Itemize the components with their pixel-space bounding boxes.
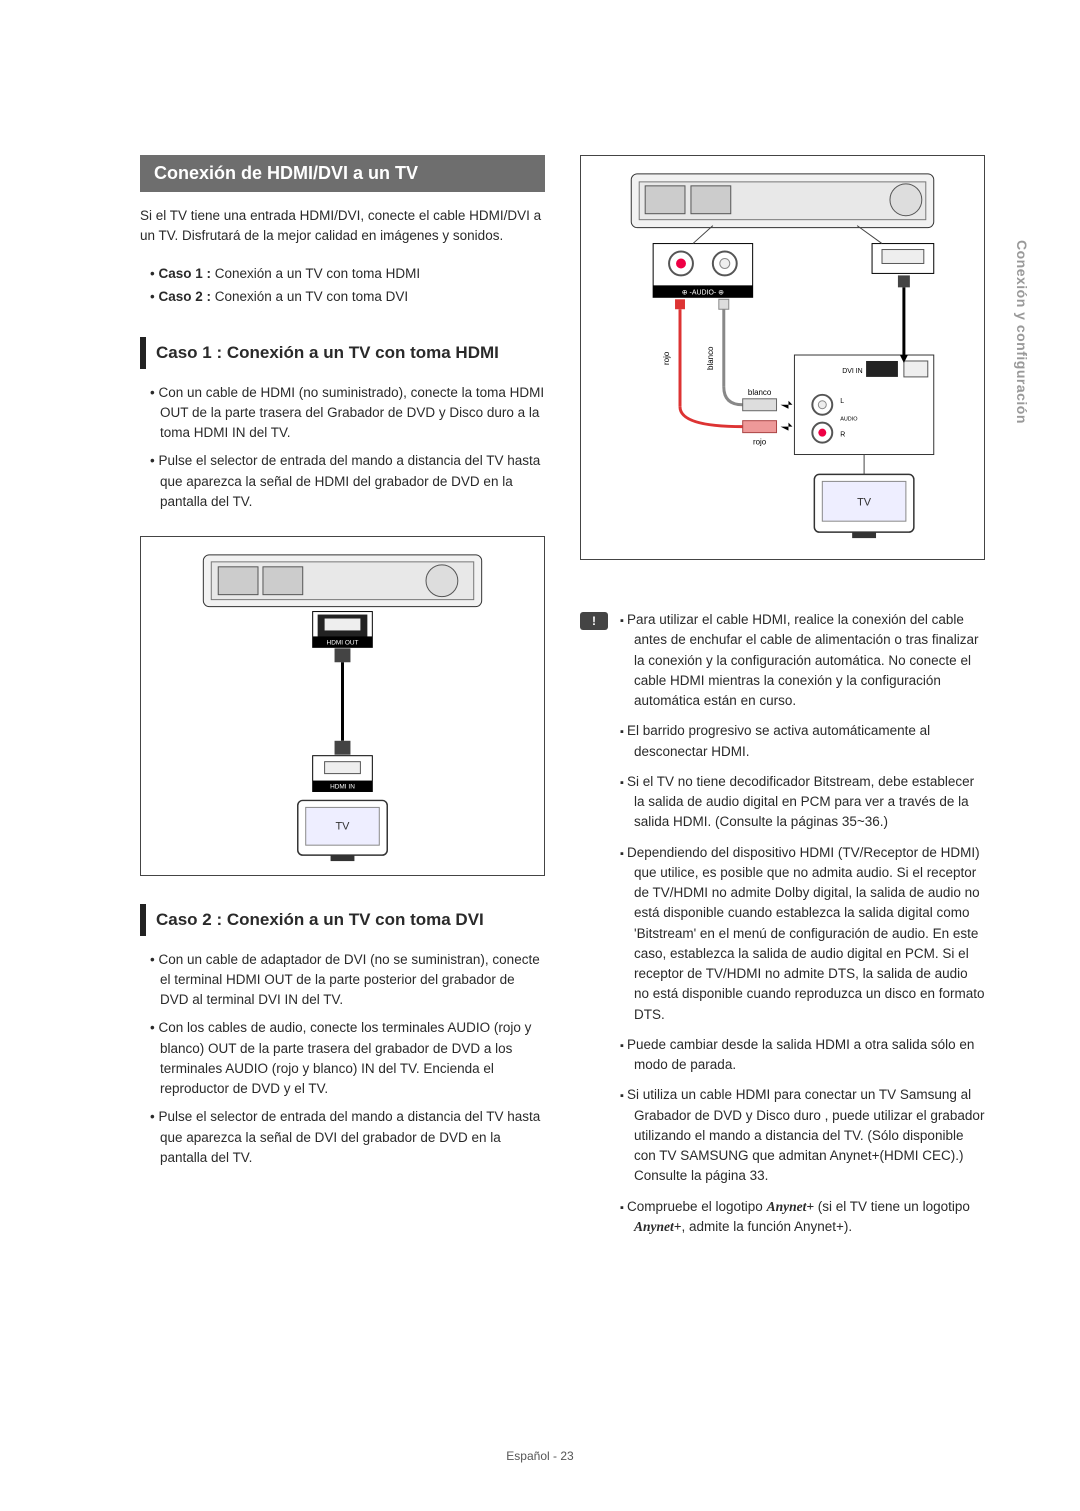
case2-bullets: Con un cable de adaptador de DVI (no se … [140,950,545,1169]
case-summary-list: Caso 1 : Conexión a un TV con toma HDMI … [140,263,545,309]
side-tab: Conexión y configuración [1014,240,1030,424]
left-column: Conexión de HDMI/DVI a un TV Si el TV ti… [140,155,545,1247]
list-item: Con un cable de HDMI (no suministrado), … [150,383,545,444]
svg-text:rojo: rojo [662,351,671,365]
list-item: Con los cables de audio, conecte los ter… [150,1018,545,1099]
svg-text:TV: TV [857,496,872,508]
intro-text: Si el TV tiene una entrada HDMI/DVI, con… [140,206,545,245]
list-item: Pulse el selector de entrada del mando a… [150,451,545,512]
list-item: Pulse el selector de entrada del mando a… [150,1107,545,1168]
svg-text:⊕ -AUDIO- ⊕: ⊕ -AUDIO- ⊕ [682,289,724,296]
svg-text:blanco: blanco [748,388,772,397]
svg-text:AUDIO: AUDIO [840,417,857,423]
svg-text:TV: TV [336,820,351,832]
anynet-logo: Anynet+ [767,1199,814,1214]
note-icon: ! [580,612,608,630]
case2-heading: Caso 2 : Conexión a un TV con toma DVI [140,904,545,936]
svg-text:blanco: blanco [706,346,715,370]
anynet-logo: Anynet+ [634,1219,681,1234]
right-column: ⊕ -AUDIO- ⊕ rojo blanco blanco ro [580,155,985,1247]
note-item: Para utilizar el cable HDMI, realice la … [620,610,985,711]
case1-bullets: Con un cable de HDMI (no suministrado), … [140,383,545,513]
note-text: , admite la función Anynet+). [681,1219,852,1234]
case-label: Caso 2 : [158,289,211,304]
notes-list: ! Para utilizar el cable HDMI, realice l… [580,610,985,1237]
list-item: Caso 2 : Conexión a un TV con toma DVI [150,286,545,309]
note-text: Compruebe el logotipo [627,1199,767,1214]
section-title: Conexión de HDMI/DVI a un TV [140,155,545,192]
note-item: Si el TV no tiene decodificador Bitstrea… [620,772,985,833]
note-item: Puede cambiar desde la salida HDMI a otr… [620,1035,985,1076]
page-footer: Español - 23 [0,1449,1080,1463]
note-item: El barrido progresivo se activa automáti… [620,721,985,762]
case-text: Conexión a un TV con toma HDMI [211,266,420,281]
svg-text:R: R [840,432,845,439]
svg-text:DVI IN: DVI IN [842,368,862,375]
list-item: Caso 1 : Conexión a un TV con toma HDMI [150,263,545,286]
note-item: Dependiendo del dispositivo HDMI (TV/Rec… [620,843,985,1025]
svg-text:L: L [840,398,844,405]
diagram-case1: HDMI OUT HDMI IN TV [140,536,545,876]
page-columns: Conexión de HDMI/DVI a un TV Si el TV ti… [140,155,985,1247]
diagram-case2: ⊕ -AUDIO- ⊕ rojo blanco blanco ro [580,155,985,560]
svg-text:HDMI IN: HDMI IN [330,784,355,791]
case1-heading: Caso 1 : Conexión a un TV con toma HDMI [140,337,545,369]
hdmi-out-label: HDMI OUT [327,639,359,646]
note-text: (si el TV tiene un logotipo [814,1199,970,1214]
svg-text:rojo: rojo [753,438,767,447]
note-item: Si utiliza un cable HDMI para conectar u… [620,1085,985,1186]
case-label: Caso 1 : [158,266,211,281]
note-item: Compruebe el logotipo Anynet+ (si el TV … [620,1197,985,1238]
list-item: Con un cable de adaptador de DVI (no se … [150,950,545,1011]
case-text: Conexión a un TV con toma DVI [211,289,408,304]
